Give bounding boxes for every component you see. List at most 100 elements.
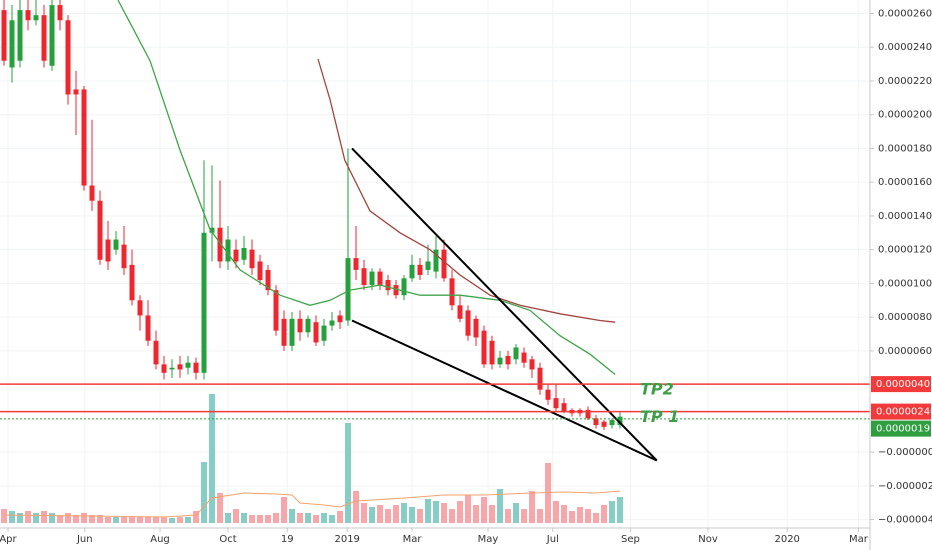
candle-body [345, 258, 351, 321]
candle-body [17, 10, 23, 61]
volume-bar [153, 517, 159, 523]
volume-bar [201, 462, 207, 523]
candle-body [537, 367, 543, 390]
candle-body [49, 5, 55, 66]
candle-body [305, 318, 311, 333]
candle-body [505, 355, 511, 365]
candle-body [529, 359, 535, 370]
volume-bar [273, 513, 279, 523]
candle-body [201, 232, 207, 373]
volume-bar [1, 509, 7, 523]
volume-bar [369, 507, 375, 523]
volume-bar [137, 517, 143, 523]
candle-body [121, 244, 127, 269]
candle-body [481, 330, 487, 365]
volume-bar [353, 491, 359, 523]
candle-body [609, 420, 615, 426]
x-tick-label: Jul [546, 534, 559, 545]
volume-bar [497, 489, 503, 523]
volume-bar [321, 513, 327, 523]
candle-body [465, 310, 471, 336]
volume-bar [25, 511, 31, 523]
x-tick-label: Aug [150, 534, 170, 545]
volume-bar [617, 497, 623, 523]
candle-body [297, 318, 303, 333]
volume-bar [177, 517, 183, 523]
level-price-label: 0.00000197 [876, 424, 932, 435]
volume-bar [185, 517, 191, 523]
candle-body [433, 249, 439, 272]
volume-bar [401, 503, 407, 523]
volume-bar [601, 505, 607, 523]
volume-bar [489, 505, 495, 523]
trendline [351, 147, 658, 462]
volume-bar [329, 515, 335, 523]
volume-bar [33, 513, 39, 523]
volume-bar [281, 497, 287, 523]
candle-body [65, 20, 71, 95]
volume-bar [553, 501, 559, 523]
candle-body [473, 318, 479, 338]
x-tick-label: 2020 [774, 534, 799, 545]
volume-bar [249, 515, 255, 523]
volume-bar [409, 507, 415, 523]
volume-bar [225, 513, 231, 523]
candle-body [497, 357, 503, 365]
volume-bar [217, 493, 223, 523]
volume-bar [257, 515, 263, 523]
x-tick-label: May [478, 534, 499, 545]
candle-body [185, 362, 191, 368]
candle-body [393, 285, 399, 296]
candle-body [409, 264, 415, 279]
volume-bar [41, 511, 47, 523]
candle-body [81, 89, 87, 186]
candle-body [489, 340, 495, 365]
candle-body [585, 409, 591, 419]
candle-body [273, 290, 279, 331]
volume-bar [113, 517, 119, 523]
candle-body [361, 268, 367, 286]
candle-body [249, 249, 255, 269]
moving-average [317, 58, 616, 323]
volume-bar [9, 511, 15, 523]
volume-bar [465, 495, 471, 523]
level-note: TP2 [640, 380, 674, 399]
volume-bar [233, 509, 239, 523]
volume-bar [537, 509, 543, 523]
candle-body [177, 364, 183, 370]
candle-body [313, 322, 319, 343]
volume-bar [193, 511, 199, 523]
candle-body [449, 278, 455, 306]
candle-body [545, 389, 551, 400]
candle-body [145, 315, 151, 341]
volume-bar [345, 423, 351, 523]
x-tick-label: 2019 [334, 534, 359, 545]
candle-body [225, 239, 231, 262]
volume-bar [209, 394, 215, 523]
volume-bar [425, 499, 431, 523]
candle-body [289, 318, 295, 346]
candle-body [217, 227, 223, 262]
volume-bar [73, 515, 79, 523]
y-tick-label: −0.00000200 [878, 481, 932, 492]
candle-body [457, 305, 463, 319]
candle-body [257, 261, 263, 281]
x-tick-label: Apr [0, 534, 18, 545]
volume-bar [89, 515, 95, 523]
level-price-box [871, 420, 931, 437]
candle-body [233, 249, 239, 262]
candle-body [521, 352, 527, 363]
candle-body [553, 398, 559, 409]
volume-bar [561, 505, 567, 523]
candle-body [329, 320, 335, 326]
candle-body [281, 318, 287, 346]
candle-body [137, 300, 143, 316]
